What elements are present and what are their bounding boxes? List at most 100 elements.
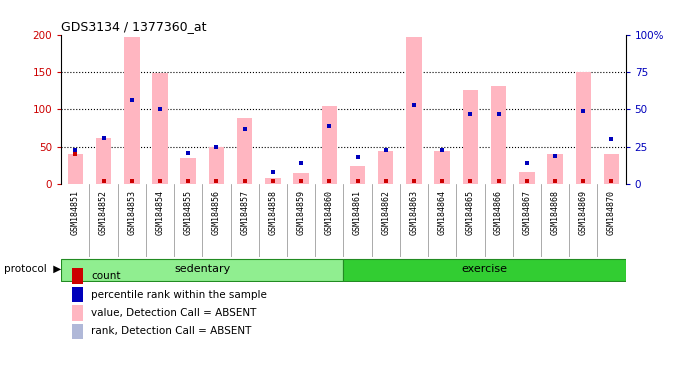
Point <box>493 178 504 184</box>
Point <box>578 108 589 114</box>
Point <box>154 106 165 113</box>
Bar <box>519 172 534 184</box>
Bar <box>152 73 168 184</box>
Point <box>296 178 307 184</box>
Text: value, Detection Call = ABSENT: value, Detection Call = ABSENT <box>91 308 256 318</box>
Point <box>267 178 278 184</box>
Bar <box>124 37 139 184</box>
Point <box>126 98 137 104</box>
Point <box>465 111 476 117</box>
Bar <box>322 106 337 184</box>
Point <box>98 178 109 184</box>
Point <box>578 178 589 184</box>
Point <box>522 178 532 184</box>
Bar <box>96 138 112 184</box>
Text: GSM184858: GSM184858 <box>269 190 277 235</box>
Bar <box>293 173 309 184</box>
Point <box>211 178 222 184</box>
Text: sedentary: sedentary <box>174 264 231 274</box>
Point <box>522 160 532 166</box>
Text: GSM184863: GSM184863 <box>409 190 418 235</box>
Text: GSM184868: GSM184868 <box>551 190 560 235</box>
Point <box>549 178 560 184</box>
Point <box>324 123 335 129</box>
Point <box>549 153 560 159</box>
Point <box>70 147 81 153</box>
Text: GSM184867: GSM184867 <box>522 190 531 235</box>
Point <box>183 150 194 156</box>
Bar <box>73 305 83 321</box>
Text: GSM184856: GSM184856 <box>212 190 221 235</box>
Point <box>437 147 447 153</box>
Bar <box>491 86 507 184</box>
Text: GSM184857: GSM184857 <box>240 190 249 235</box>
Text: GSM184855: GSM184855 <box>184 190 192 235</box>
Bar <box>265 177 281 184</box>
Point <box>126 98 137 104</box>
Point <box>380 147 391 153</box>
Point <box>606 136 617 142</box>
Point <box>493 111 504 117</box>
Point <box>352 154 363 161</box>
Point <box>409 102 420 108</box>
Text: GSM184866: GSM184866 <box>494 190 503 235</box>
Point <box>380 147 391 153</box>
Text: GDS3134 / 1377360_at: GDS3134 / 1377360_at <box>61 20 207 33</box>
Bar <box>462 90 478 184</box>
Bar <box>435 151 450 184</box>
Bar <box>378 151 394 184</box>
Point <box>183 178 194 184</box>
Point <box>98 135 109 141</box>
Point <box>98 135 109 141</box>
Bar <box>237 118 252 184</box>
Bar <box>73 287 83 302</box>
Point <box>70 147 81 153</box>
Point <box>296 160 307 166</box>
Point <box>606 178 617 184</box>
Point <box>211 144 222 150</box>
Text: exercise: exercise <box>462 264 507 274</box>
Text: percentile rank within the sample: percentile rank within the sample <box>91 290 267 300</box>
Text: GSM184854: GSM184854 <box>156 190 165 235</box>
Point <box>239 126 250 132</box>
Text: GSM184859: GSM184859 <box>296 190 305 235</box>
Point <box>522 160 532 166</box>
Point <box>437 178 447 184</box>
Point <box>296 160 307 166</box>
Bar <box>67 154 83 184</box>
Bar <box>406 37 422 184</box>
Text: GSM184853: GSM184853 <box>127 190 136 235</box>
Point <box>267 169 278 175</box>
Point <box>493 111 504 117</box>
Text: GSM184852: GSM184852 <box>99 190 108 235</box>
Point <box>183 150 194 156</box>
Text: GSM184861: GSM184861 <box>353 190 362 235</box>
Text: GSM184864: GSM184864 <box>438 190 447 235</box>
Text: rank, Detection Call = ABSENT: rank, Detection Call = ABSENT <box>91 326 252 336</box>
Point <box>239 178 250 184</box>
Point <box>154 106 165 113</box>
Point <box>578 108 589 114</box>
Text: GSM184865: GSM184865 <box>466 190 475 235</box>
Point <box>409 178 420 184</box>
Point <box>154 178 165 184</box>
Point <box>239 126 250 132</box>
Point <box>606 136 617 142</box>
Text: GSM184869: GSM184869 <box>579 190 588 235</box>
Point <box>549 153 560 159</box>
Point <box>324 123 335 129</box>
Bar <box>180 158 196 184</box>
Point <box>409 102 420 108</box>
Bar <box>547 154 563 184</box>
Bar <box>350 166 365 184</box>
Text: count: count <box>91 271 120 281</box>
Bar <box>209 147 224 184</box>
Point <box>465 111 476 117</box>
Bar <box>73 324 83 339</box>
Point <box>380 178 391 184</box>
Point <box>126 178 137 184</box>
Point <box>267 169 278 175</box>
Point <box>70 151 81 157</box>
Text: GSM184860: GSM184860 <box>325 190 334 235</box>
Point <box>352 154 363 161</box>
